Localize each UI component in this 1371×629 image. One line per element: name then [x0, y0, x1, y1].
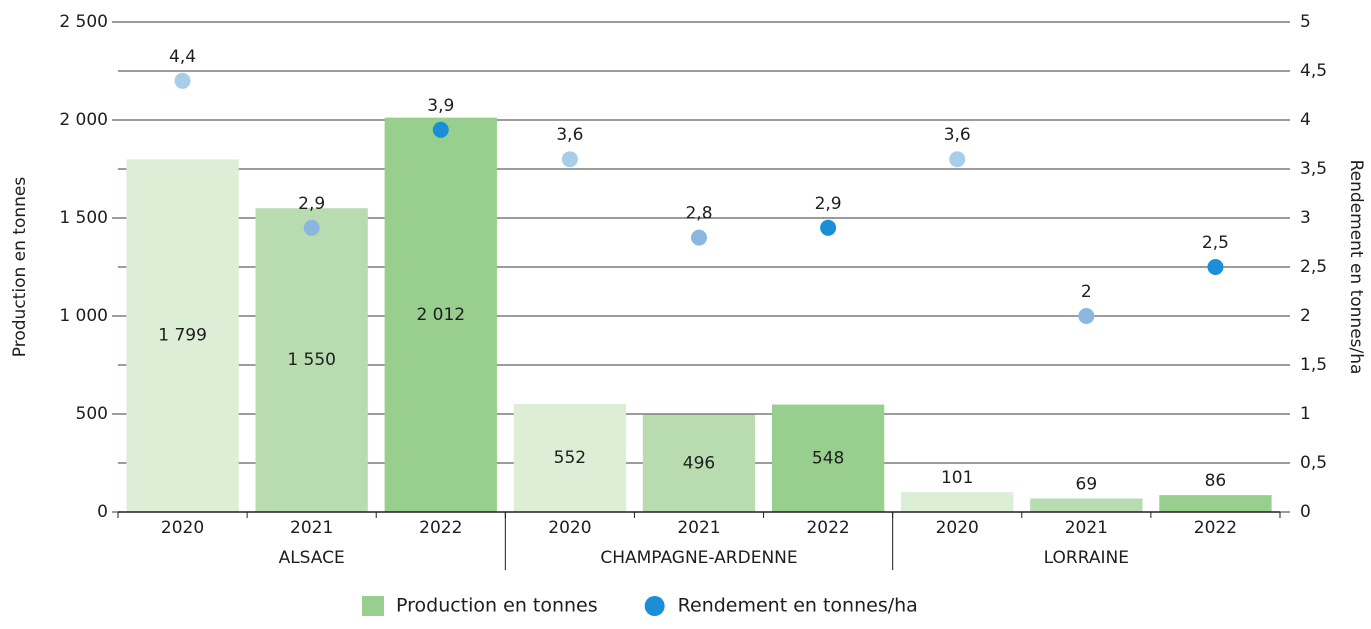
x-tick-label: 2022	[419, 518, 462, 538]
point-value-label: 2,5	[1202, 233, 1229, 253]
y2-axis-label: Rendement en tonnes/ha	[1346, 160, 1366, 375]
x-tick-label: 2021	[677, 518, 720, 538]
point-value-label: 2,9	[815, 194, 842, 214]
bar-value-label: 552	[554, 448, 586, 468]
y2-tick-label: 3,5	[1300, 159, 1327, 179]
y2-tick-label: 2	[1300, 306, 1311, 326]
bar	[255, 208, 368, 512]
y-tick-label: 500	[76, 404, 108, 424]
x-tick-label: 2022	[806, 518, 849, 538]
bar-value-label: 86	[1205, 471, 1227, 491]
legend-swatch	[362, 596, 384, 616]
y-axis-label: Production en tonnes	[10, 177, 30, 358]
bar	[1030, 498, 1143, 512]
y-tick-label: 1 500	[59, 208, 108, 228]
point	[949, 151, 966, 168]
bar	[901, 492, 1014, 512]
x-tick-label: 2020	[161, 518, 204, 538]
y2-tick-label: 1,5	[1300, 355, 1327, 375]
bar-value-label: 101	[941, 468, 973, 488]
bar-value-label: 69	[1076, 474, 1098, 494]
y2-tick-label: 4,5	[1300, 61, 1327, 81]
point-value-label: 3,6	[556, 125, 583, 145]
bar-value-label: 1 550	[287, 350, 336, 370]
y2-tick-label: 4	[1300, 110, 1311, 130]
x-tick-label: 2021	[1065, 518, 1108, 538]
bar-value-label: 2 012	[416, 305, 465, 325]
bar	[642, 414, 756, 512]
group-label: LORRAINE	[1044, 548, 1129, 568]
y2-tick-label: 3	[1300, 208, 1311, 228]
bar-value-label: 548	[812, 448, 844, 468]
bar	[384, 117, 497, 512]
point-value-label: 4,4	[169, 47, 196, 67]
group-label: ALSACE	[279, 548, 345, 568]
y2-tick-label: 1	[1300, 404, 1311, 424]
x-tick-label: 2022	[1194, 518, 1237, 538]
point-value-label: 3,6	[944, 125, 971, 145]
point	[1207, 259, 1224, 275]
point-value-label: 3,9	[427, 96, 454, 116]
point-value-label: 2,8	[685, 204, 712, 224]
y2-tick-label: 5	[1300, 12, 1311, 32]
y-tick-label: 2 500	[59, 12, 108, 32]
point	[820, 219, 837, 236]
point	[303, 219, 320, 236]
point	[561, 151, 578, 168]
group-label: CHAMPAGNE-ARDENNE	[600, 548, 797, 568]
bar	[1159, 495, 1272, 512]
legend-swatch	[644, 596, 665, 616]
y-tick-label: 1 000	[59, 306, 108, 326]
x-tick-label: 2020	[936, 518, 979, 538]
bar	[771, 404, 885, 512]
point	[174, 72, 191, 89]
bar	[126, 159, 239, 512]
point-value-label: 2,9	[298, 194, 325, 214]
y2-tick-label: 2,5	[1300, 257, 1327, 277]
point-value-label: 2	[1081, 282, 1092, 302]
point	[432, 121, 449, 138]
y2-tick-label: 0	[1300, 502, 1311, 522]
y2-tick-label: 0,5	[1300, 453, 1327, 473]
y-tick-label: 2 000	[59, 110, 108, 130]
bar	[513, 403, 627, 512]
x-tick-label: 2021	[290, 518, 333, 538]
bar-value-label: 1 799	[158, 326, 207, 346]
point	[691, 229, 707, 246]
x-tick-label: 2020	[548, 518, 591, 538]
legend-label: Rendement en tonnes/ha	[678, 595, 918, 617]
point	[1078, 308, 1095, 324]
y-tick-label: 0	[97, 502, 108, 522]
legend-label: Production en tonnes	[396, 595, 598, 617]
bar-value-label: 496	[683, 453, 715, 473]
